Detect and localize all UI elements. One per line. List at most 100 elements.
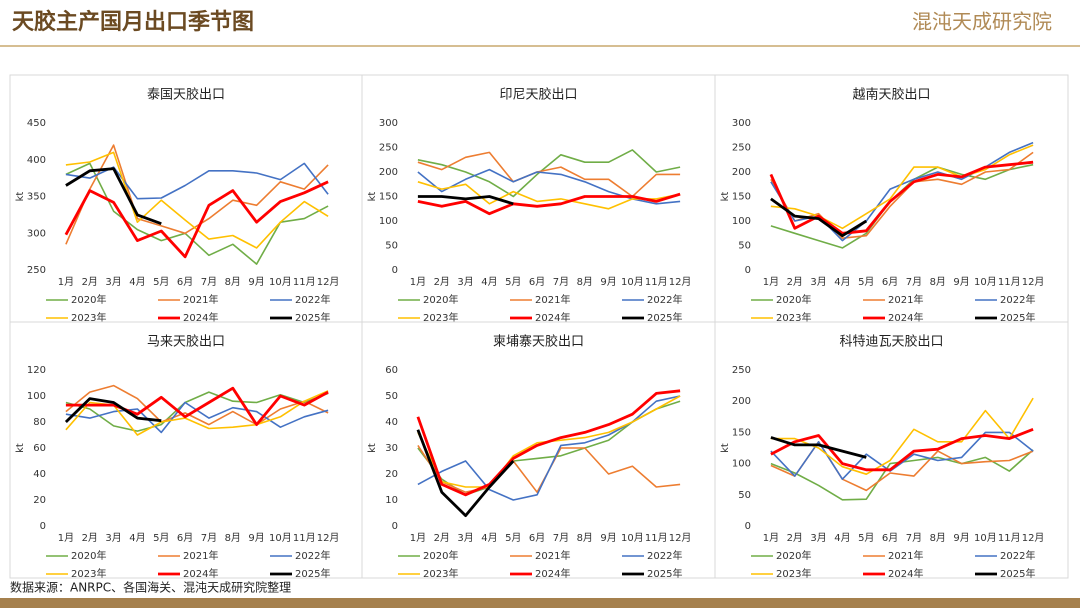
legend-label: 2024年 bbox=[888, 567, 923, 580]
x-tick-label: 2月 bbox=[82, 276, 98, 288]
legend-label: 2020年 bbox=[423, 293, 458, 306]
x-tick-label: 5月 bbox=[153, 532, 169, 544]
page-title: 天胶主产国月出口季节图 bbox=[12, 9, 254, 35]
x-tick-label: 1月 bbox=[58, 276, 74, 288]
source-note: 数据来源：ANRPC、各国海关、混沌天成研究院整理 bbox=[10, 580, 291, 595]
legend-label: 2023年 bbox=[423, 567, 458, 580]
legend-label: 2020年 bbox=[71, 293, 106, 306]
x-tick-label: 9月 bbox=[600, 532, 616, 544]
legend-label: 2020年 bbox=[776, 549, 811, 562]
legend-label: 2021年 bbox=[183, 293, 218, 306]
x-tick-label: 5月 bbox=[505, 532, 521, 544]
y-tick-label: 150 bbox=[732, 192, 751, 203]
series-line bbox=[65, 384, 329, 426]
x-tick-label: 7月 bbox=[553, 532, 569, 544]
x-tick-label: 4月 bbox=[834, 532, 850, 544]
x-tick-label: 1月 bbox=[410, 532, 426, 544]
y-tick-label: 20 bbox=[385, 469, 398, 480]
y-tick-label: 0 bbox=[392, 265, 398, 276]
x-tick-label: 11月 bbox=[293, 532, 316, 544]
logo: 混沌天成研究院 bbox=[912, 10, 1052, 34]
series-line bbox=[64, 397, 162, 424]
y-tick-label: 250 bbox=[732, 365, 751, 376]
x-tick-label: 7月 bbox=[906, 532, 922, 544]
x-tick-label: 4月 bbox=[834, 276, 850, 288]
x-tick-label: 9月 bbox=[953, 276, 969, 288]
x-tick-label: 9月 bbox=[953, 532, 969, 544]
legend-label: 2023年 bbox=[71, 567, 106, 580]
x-tick-label: 6月 bbox=[882, 276, 898, 288]
series-line bbox=[65, 386, 329, 426]
y-tick-label: 400 bbox=[27, 155, 46, 166]
series-line bbox=[770, 427, 1034, 472]
x-tick-label: 7月 bbox=[201, 532, 217, 544]
y-tick-label: 40 bbox=[33, 469, 46, 480]
series-line bbox=[417, 149, 681, 198]
y-tick-label: 250 bbox=[732, 143, 751, 154]
y-axis-label: kt bbox=[15, 443, 26, 453]
series-line bbox=[417, 192, 681, 216]
x-tick-label: 3月 bbox=[457, 276, 473, 288]
x-tick-label: 10月 bbox=[621, 276, 644, 288]
x-tick-label: 12月 bbox=[1022, 276, 1045, 288]
x-tick-label: 2月 bbox=[787, 276, 803, 288]
chart-title: 泰国天胶出口 bbox=[147, 87, 225, 103]
y-axis-label: kt bbox=[720, 192, 731, 202]
chart-panel: 柬埔寨天胶出口 kt 0 10 20 30 40 50 60 1月 2月 3月 4月 5月 6月 7月 8月 9月… bbox=[361, 321, 716, 580]
series-line bbox=[65, 162, 329, 265]
legend-label: 2025年 bbox=[1000, 311, 1035, 324]
y-tick-label: 50 bbox=[738, 241, 751, 252]
legend-label: 2020年 bbox=[423, 549, 458, 562]
series-line bbox=[770, 397, 1034, 475]
legend-label: 2021年 bbox=[535, 549, 570, 562]
x-tick-label: 7月 bbox=[906, 276, 922, 288]
x-tick-label: 8月 bbox=[225, 532, 241, 544]
x-tick-label: 7月 bbox=[553, 276, 569, 288]
legend-label: 2023年 bbox=[423, 311, 458, 324]
series-line bbox=[770, 436, 867, 459]
x-tick-label: 5月 bbox=[153, 276, 169, 288]
legend-label: 2025年 bbox=[295, 567, 330, 580]
x-tick-label: 6月 bbox=[529, 276, 545, 288]
legend-label: 2024年 bbox=[183, 311, 218, 324]
x-tick-label: 4月 bbox=[129, 532, 145, 544]
legend-label: 2021年 bbox=[888, 293, 923, 306]
chart-title: 柬埔寨天胶出口 bbox=[493, 334, 584, 350]
x-tick-label: 12月 bbox=[1022, 532, 1045, 544]
y-tick-label: 450 bbox=[27, 118, 46, 129]
series-line bbox=[769, 160, 1034, 235]
x-tick-label: 6月 bbox=[177, 276, 193, 288]
y-tick-label: 0 bbox=[40, 521, 46, 532]
y-tick-label: 40 bbox=[385, 417, 398, 428]
y-tick-label: 80 bbox=[33, 417, 46, 428]
series-line bbox=[770, 197, 868, 238]
legend-label: 2022年 bbox=[647, 549, 682, 562]
series-line bbox=[416, 389, 681, 497]
chart-title: 越南天胶出口 bbox=[852, 87, 930, 103]
chart-panel: 越南天胶出口 kt 0 50 100 150 200 250 300 1月 2月 3月 4月 5月 6月 7月… bbox=[714, 74, 1069, 324]
panel-border bbox=[714, 321, 1069, 579]
x-tick-label: 8月 bbox=[930, 276, 946, 288]
series-line bbox=[770, 163, 1034, 249]
legend-label: 2022年 bbox=[295, 549, 330, 562]
series-line bbox=[417, 168, 681, 205]
chart-panel: 印尼天胶出口 kt 0 50 100 150 200 250 300 1月 2月 3月 4月 5月 6月 7月… bbox=[361, 74, 716, 324]
x-tick-label: 11月 bbox=[645, 532, 668, 544]
chart-panel: 马来天胶出口 kt 0 20 40 60 80 100 120 1月 2月 3月 4月 5月 6月 7月 8月 9… bbox=[9, 321, 363, 580]
legend-label: 2021年 bbox=[888, 549, 923, 562]
y-axis-label: kt bbox=[367, 443, 378, 453]
x-tick-label: 3月 bbox=[810, 532, 826, 544]
y-tick-label: 60 bbox=[385, 365, 398, 376]
legend-label: 2025年 bbox=[647, 567, 682, 580]
series-line bbox=[416, 429, 515, 517]
series-line bbox=[770, 441, 1034, 492]
y-tick-label: 250 bbox=[379, 143, 398, 154]
legend-label: 2021年 bbox=[183, 549, 218, 562]
legend-label: 2021年 bbox=[535, 293, 570, 306]
y-tick-label: 60 bbox=[33, 443, 46, 454]
x-tick-label: 11月 bbox=[998, 276, 1021, 288]
x-tick-label: 3月 bbox=[457, 532, 473, 544]
x-tick-label: 10月 bbox=[974, 276, 997, 288]
x-tick-label: 9月 bbox=[248, 532, 264, 544]
x-tick-label: 2月 bbox=[434, 276, 450, 288]
